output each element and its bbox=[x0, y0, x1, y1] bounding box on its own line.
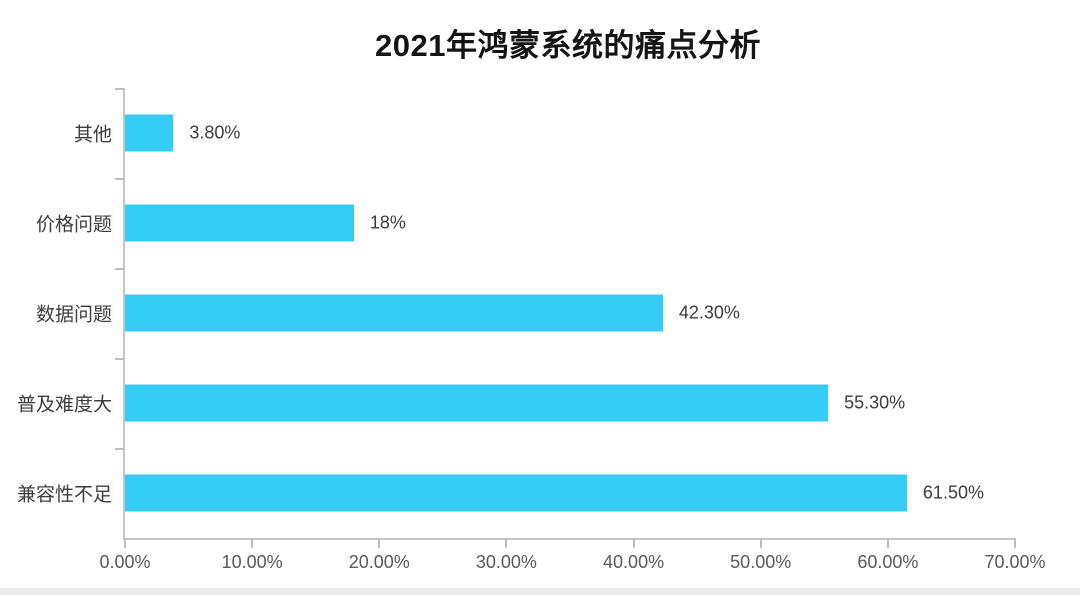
y-tick-mark bbox=[115, 448, 123, 450]
category-label: 普及难度大 bbox=[16, 394, 112, 416]
x-tick-mark bbox=[378, 538, 381, 548]
x-axis-tick-label: 40.00% bbox=[603, 552, 665, 572]
bar-row: 兼容性不足 61.50% bbox=[17, 448, 1015, 538]
bottom-edge-strip bbox=[0, 588, 1080, 595]
y-tick-mark bbox=[115, 268, 123, 270]
bar-value-label: 18% bbox=[369, 212, 406, 233]
x-axis-tick-label: 30.00% bbox=[475, 552, 537, 572]
x-tick-mark bbox=[505, 538, 508, 548]
bar-value-label: 61.50% bbox=[922, 482, 984, 503]
bar bbox=[125, 474, 907, 512]
x-tick-mark bbox=[632, 538, 635, 548]
bar-value-label: 55.30% bbox=[844, 392, 906, 413]
x-tick-mark bbox=[251, 538, 254, 548]
bar-rows-container: 其他 3.80% 价格问题 18% 数据问题 42.30% 普及难度大 55.30% 兼容性不足… bbox=[17, 88, 1015, 538]
x-axis-tick-label: 60.00% bbox=[857, 552, 919, 572]
y-tick-mark bbox=[115, 178, 123, 180]
category-label: 其他 bbox=[73, 124, 112, 146]
x-tick-mark bbox=[759, 538, 762, 548]
x-tick-mark bbox=[124, 538, 126, 548]
bar-value-label: 3.80% bbox=[189, 122, 241, 143]
bar-row: 价格问题 18% bbox=[36, 178, 1015, 268]
x-tick-mark bbox=[1014, 538, 1016, 548]
plot-area: 其他 3.80% 价格问题 18% 数据问题 42.30% 普及难度大 55.30% 兼容性不足… bbox=[17, 88, 1046, 572]
bar-row: 数据问题 42.30% bbox=[36, 268, 1015, 358]
y-tick-mark bbox=[115, 358, 123, 360]
x-axis-tick-label: 0.00% bbox=[99, 552, 151, 572]
bar bbox=[125, 204, 354, 242]
x-axis-tick-label: 10.00% bbox=[221, 552, 283, 572]
bar bbox=[125, 294, 663, 332]
bar-row: 普及难度大 55.30% bbox=[17, 358, 1015, 448]
bar bbox=[125, 114, 174, 152]
y-tick-mark bbox=[115, 88, 123, 90]
x-axis-tick-label: 50.00% bbox=[730, 552, 792, 572]
category-label: 价格问题 bbox=[35, 214, 112, 236]
category-label: 数据问题 bbox=[35, 304, 112, 326]
category-label: 兼容性不足 bbox=[16, 484, 112, 506]
bar-value-label: 42.30% bbox=[678, 302, 740, 323]
x-axis-tick-label: 20.00% bbox=[348, 552, 410, 572]
x-tick-mark bbox=[886, 538, 889, 548]
chart-title: 2021年鸿蒙系统的痛点分析 bbox=[375, 28, 761, 63]
bar bbox=[125, 384, 829, 422]
x-axis-tick-label: 70.00% bbox=[984, 552, 1046, 572]
bar-row: 其他 3.80% bbox=[74, 88, 1015, 178]
